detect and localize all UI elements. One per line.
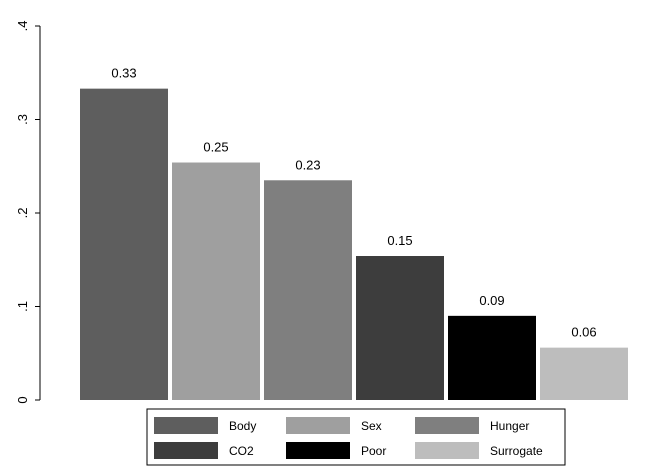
legend-swatch-hunger (415, 417, 479, 434)
bar-co2 (356, 256, 444, 400)
legend-label: Poor (361, 444, 386, 458)
bar-poor (448, 315, 536, 400)
data-label: 0.15 (387, 233, 412, 248)
data-label: 0.33 (111, 66, 136, 81)
legend-label: Sex (361, 419, 382, 433)
legend-label: Hunger (490, 419, 529, 433)
bar-hunger (264, 180, 352, 400)
legend-label: CO2 (229, 444, 254, 458)
bar-body (80, 88, 168, 401)
legend-label: Body (229, 419, 256, 433)
y-tick-label: 0 (15, 396, 30, 403)
data-label: 0.09 (479, 293, 504, 308)
legend-label: Surrogate (490, 444, 543, 458)
legend-swatch-surrogate (415, 442, 479, 459)
legend-swatch-sex (286, 417, 350, 434)
legend-swatch-poor (286, 442, 350, 459)
y-tick-label: .1 (15, 301, 30, 312)
bars (80, 88, 628, 401)
legend-swatch-body (154, 417, 218, 434)
data-label: 0.25 (203, 140, 228, 155)
legend: Body Sex Hunger CO2 Poor Surrogate (146, 408, 566, 466)
data-labels: 0.33 0.25 0.23 0.15 0.09 0.06 (111, 66, 596, 340)
y-tick-label: .3 (15, 114, 30, 125)
data-label: 0.23 (295, 157, 320, 172)
y-tick-label: .2 (15, 208, 30, 219)
y-axis: 0 .1 .2 .3 .4 (15, 21, 41, 404)
y-tick-label: .4 (15, 21, 30, 32)
bar-sex (172, 162, 260, 400)
legend-swatch-co2 (154, 442, 218, 459)
bar-surrogate (540, 347, 628, 400)
data-label: 0.06 (571, 325, 596, 340)
